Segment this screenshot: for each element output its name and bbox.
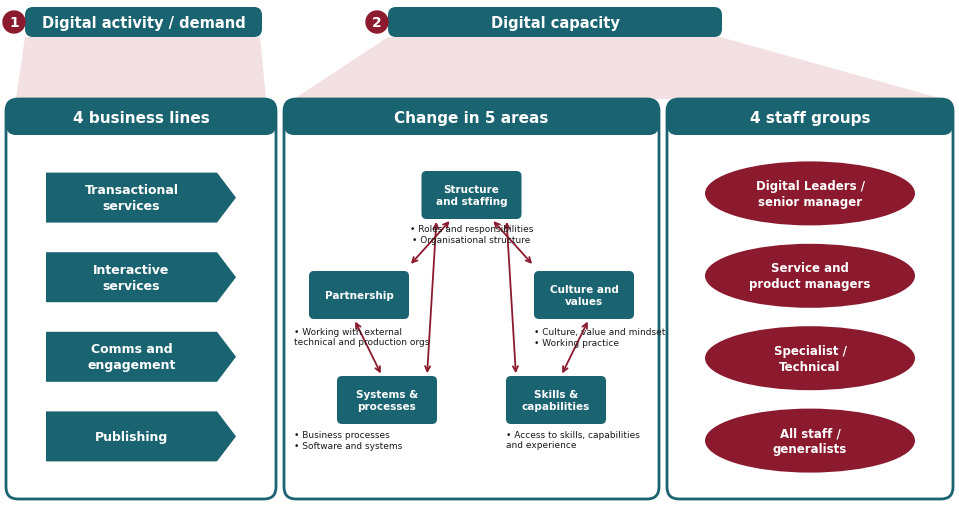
FancyBboxPatch shape [284, 100, 659, 136]
FancyBboxPatch shape [337, 376, 437, 424]
Text: Culture and
values: Culture and values [550, 284, 619, 307]
Text: Digital activity / demand: Digital activity / demand [41, 16, 246, 30]
Text: Partnership: Partnership [324, 290, 393, 300]
Text: • Software and systems: • Software and systems [294, 441, 402, 450]
Text: Specialist /
Technical: Specialist / Technical [774, 344, 847, 373]
Text: Interactive
services: Interactive services [93, 263, 170, 292]
Ellipse shape [705, 162, 915, 226]
Ellipse shape [705, 327, 915, 390]
Text: Digital Leaders /
senior manager: Digital Leaders / senior manager [756, 180, 864, 209]
Polygon shape [46, 332, 236, 382]
FancyBboxPatch shape [309, 272, 409, 319]
Polygon shape [46, 252, 236, 302]
Text: 2: 2 [372, 16, 382, 30]
Polygon shape [294, 38, 943, 100]
Text: • Access to skills, capabilities
and experience: • Access to skills, capabilities and exp… [506, 430, 640, 449]
Polygon shape [16, 38, 266, 100]
Text: 1: 1 [10, 16, 19, 30]
Text: Change in 5 areas: Change in 5 areas [394, 110, 549, 125]
FancyBboxPatch shape [667, 100, 953, 136]
FancyBboxPatch shape [388, 8, 722, 38]
FancyBboxPatch shape [6, 100, 276, 136]
Text: Structure
and staffing: Structure and staffing [435, 184, 507, 207]
Text: Publishing: Publishing [95, 430, 168, 443]
Text: 4 staff groups: 4 staff groups [750, 110, 870, 125]
FancyBboxPatch shape [284, 100, 659, 499]
Circle shape [366, 12, 388, 34]
FancyBboxPatch shape [25, 8, 262, 38]
FancyBboxPatch shape [534, 272, 634, 319]
Text: All staff /
generalists: All staff / generalists [773, 426, 847, 455]
Text: • Roles and responsibilities: • Roles and responsibilities [409, 225, 533, 233]
Text: • Culture, value and mindset: • Culture, value and mindset [534, 327, 666, 336]
Polygon shape [46, 173, 236, 223]
Ellipse shape [705, 244, 915, 308]
Text: • Organisational structure: • Organisational structure [412, 235, 530, 244]
FancyBboxPatch shape [6, 100, 276, 499]
Text: Service and
product managers: Service and product managers [749, 262, 871, 291]
Text: 4 business lines: 4 business lines [73, 110, 209, 125]
Text: • Working with external
technical and production orgs: • Working with external technical and pr… [294, 327, 430, 347]
Polygon shape [46, 412, 236, 462]
Circle shape [3, 12, 25, 34]
Text: • Working practice: • Working practice [534, 338, 619, 347]
FancyBboxPatch shape [422, 172, 522, 220]
Text: Digital capacity: Digital capacity [491, 16, 620, 30]
Text: Transactional
services: Transactional services [84, 184, 178, 213]
Text: Systems &
processes: Systems & processes [356, 389, 418, 412]
Text: Comms and
engagement: Comms and engagement [87, 342, 175, 372]
Ellipse shape [705, 409, 915, 473]
Text: Skills &
capabilities: Skills & capabilities [522, 389, 590, 412]
Text: • Business processes: • Business processes [294, 430, 389, 439]
FancyBboxPatch shape [667, 100, 953, 499]
FancyBboxPatch shape [506, 376, 606, 424]
